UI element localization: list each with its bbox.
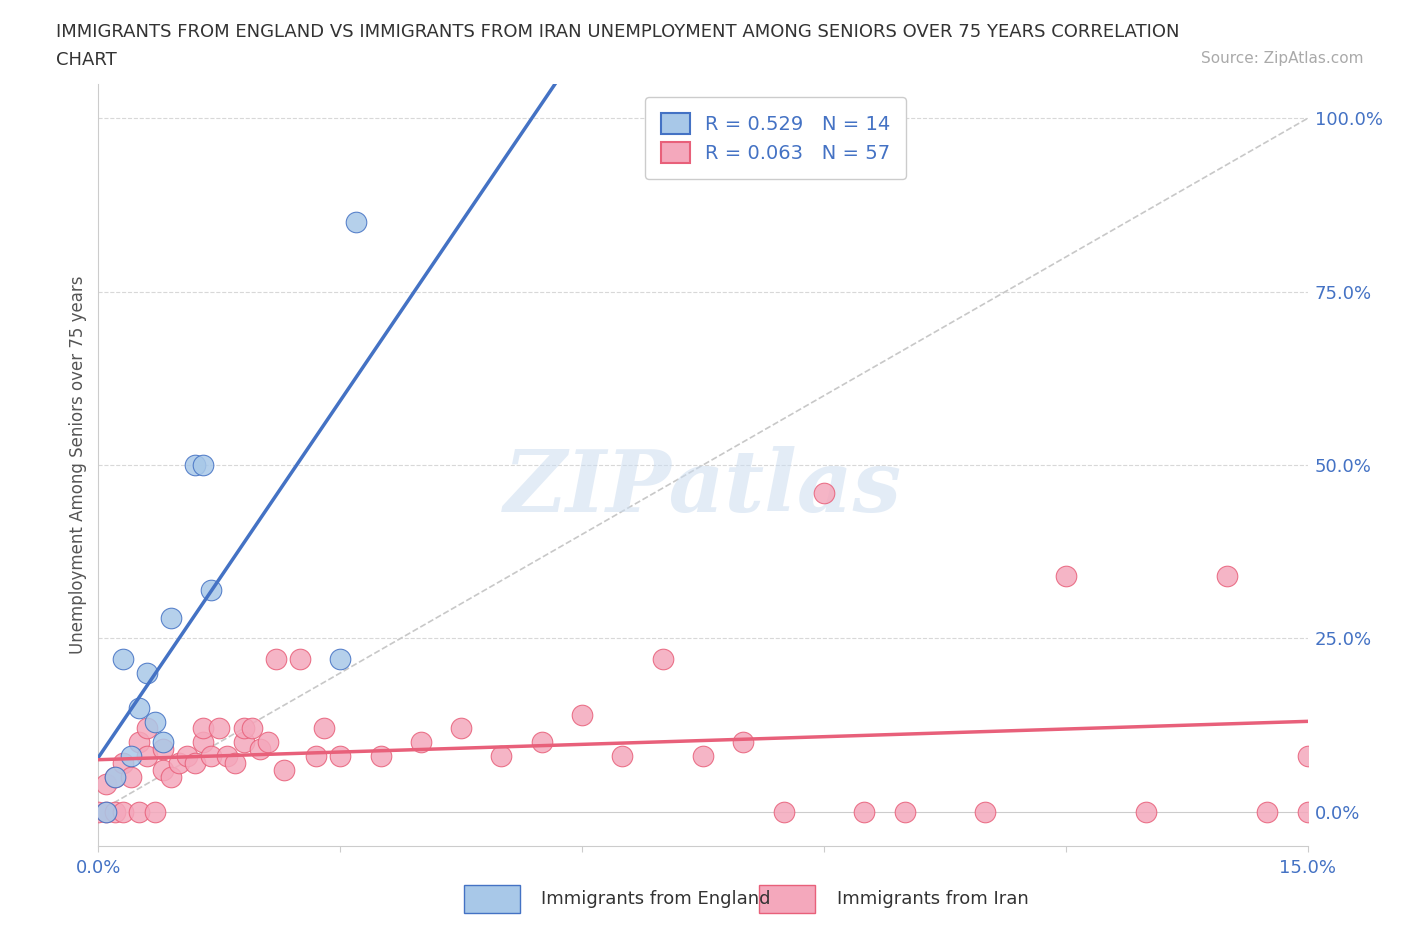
- Point: [612, 749, 634, 764]
- Point: [184, 458, 207, 472]
- Text: Immigrants from Iran: Immigrants from Iran: [837, 890, 1028, 909]
- Point: [128, 804, 150, 819]
- Point: [184, 756, 207, 771]
- Point: [200, 749, 222, 764]
- Point: [733, 735, 755, 750]
- Text: Immigrants from England: Immigrants from England: [541, 890, 770, 909]
- Point: [103, 769, 125, 784]
- Point: [813, 485, 835, 500]
- Point: [193, 735, 215, 750]
- Point: [193, 458, 215, 472]
- Point: [135, 666, 157, 681]
- Point: [409, 735, 432, 750]
- Point: [217, 749, 239, 764]
- Point: [893, 804, 915, 819]
- Point: [96, 804, 118, 819]
- Point: [692, 749, 714, 764]
- FancyBboxPatch shape: [464, 885, 520, 913]
- Point: [314, 721, 336, 736]
- Point: [305, 749, 328, 764]
- Point: [232, 735, 254, 750]
- Point: [1296, 804, 1319, 819]
- Point: [1135, 804, 1157, 819]
- Text: ZIPatlas: ZIPatlas: [503, 446, 903, 529]
- Point: [530, 735, 553, 750]
- Point: [200, 582, 222, 597]
- Point: [96, 804, 118, 819]
- Text: CHART: CHART: [56, 51, 117, 69]
- Point: [160, 610, 183, 625]
- Point: [143, 714, 166, 729]
- Legend: R = 0.529   N = 14, R = 0.063   N = 57: R = 0.529 N = 14, R = 0.063 N = 57: [645, 98, 905, 179]
- Point: [264, 652, 287, 667]
- Point: [128, 735, 150, 750]
- Point: [344, 215, 367, 230]
- Point: [273, 763, 295, 777]
- Point: [288, 652, 311, 667]
- Point: [160, 769, 183, 784]
- Point: [208, 721, 231, 736]
- Point: [103, 804, 125, 819]
- Y-axis label: Unemployment Among Seniors over 75 years: Unemployment Among Seniors over 75 years: [69, 276, 87, 654]
- Text: Source: ZipAtlas.com: Source: ZipAtlas.com: [1201, 51, 1364, 66]
- Point: [135, 749, 157, 764]
- Point: [651, 652, 673, 667]
- Point: [249, 742, 271, 757]
- Point: [120, 749, 142, 764]
- Point: [491, 749, 513, 764]
- Point: [232, 721, 254, 736]
- Point: [103, 769, 125, 784]
- Point: [1296, 749, 1319, 764]
- Point: [111, 804, 134, 819]
- Point: [111, 652, 134, 667]
- Point: [152, 742, 174, 757]
- Point: [450, 721, 472, 736]
- Point: [329, 749, 352, 764]
- Point: [370, 749, 392, 764]
- Point: [1256, 804, 1278, 819]
- Point: [240, 721, 263, 736]
- Point: [111, 756, 134, 771]
- Point: [974, 804, 997, 819]
- Point: [152, 763, 174, 777]
- Point: [853, 804, 876, 819]
- Point: [96, 777, 118, 791]
- Point: [128, 700, 150, 715]
- Point: [1216, 568, 1239, 583]
- Point: [120, 769, 142, 784]
- FancyBboxPatch shape: [759, 885, 815, 913]
- Point: [143, 804, 166, 819]
- Point: [193, 721, 215, 736]
- Point: [256, 735, 278, 750]
- Point: [772, 804, 794, 819]
- Point: [571, 707, 593, 722]
- Point: [87, 804, 110, 819]
- Text: IMMIGRANTS FROM ENGLAND VS IMMIGRANTS FROM IRAN UNEMPLOYMENT AMONG SENIORS OVER : IMMIGRANTS FROM ENGLAND VS IMMIGRANTS FR…: [56, 23, 1180, 41]
- Point: [167, 756, 190, 771]
- Point: [135, 721, 157, 736]
- Point: [224, 756, 246, 771]
- Point: [176, 749, 198, 764]
- Point: [1054, 568, 1077, 583]
- Point: [329, 652, 352, 667]
- Point: [152, 735, 174, 750]
